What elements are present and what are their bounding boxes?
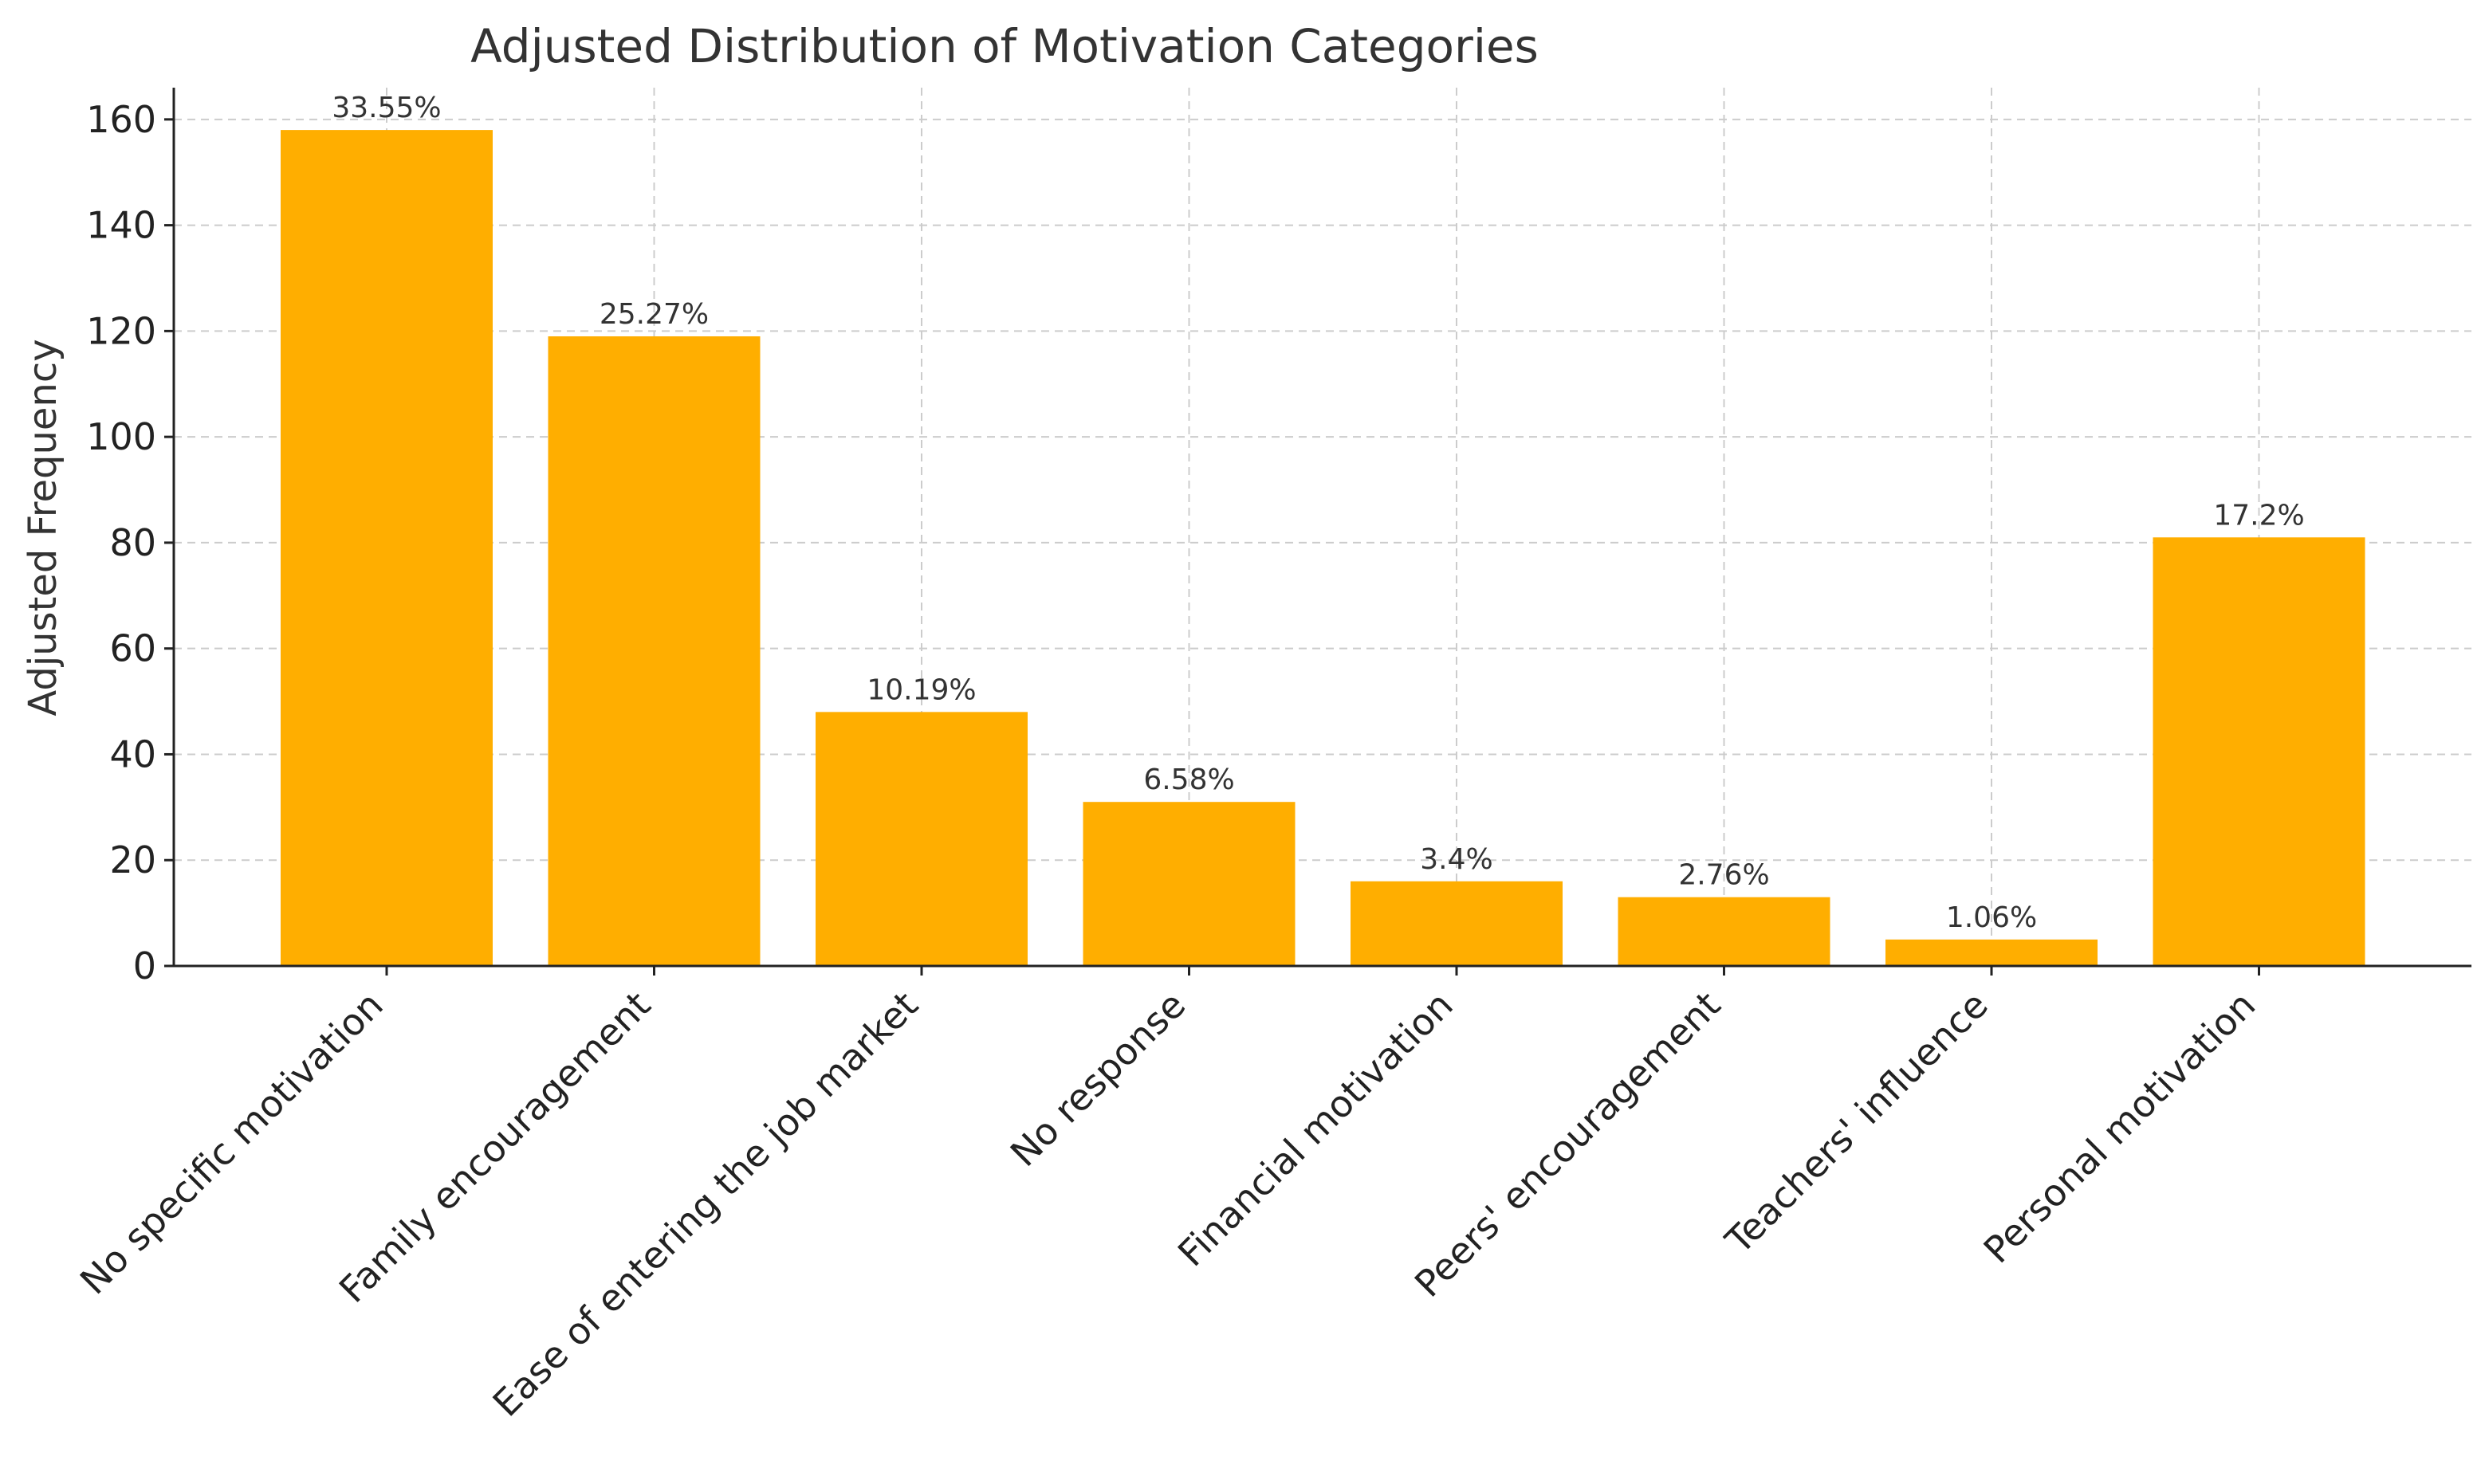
axis-layer <box>164 88 2471 976</box>
y-tick-label: 140 <box>86 204 156 247</box>
data-label: 25.27% <box>600 298 709 331</box>
bar <box>548 336 761 966</box>
bar <box>1618 897 1830 966</box>
bar <box>281 130 493 967</box>
y-tick-label: 120 <box>86 309 156 352</box>
y-axis-label: Adjusted Frequency <box>21 339 65 716</box>
data-label: 3.4% <box>1420 843 1492 876</box>
y-tick-label: 60 <box>109 627 156 670</box>
y-tick-label: 80 <box>109 521 156 564</box>
y-tick-label: 0 <box>133 944 156 987</box>
bar <box>1083 802 1296 966</box>
y-tick-label: 160 <box>86 98 156 141</box>
data-label: 6.58% <box>1143 764 1234 796</box>
x-tick-label: Teachers' influence <box>1716 983 1996 1263</box>
x-tick-label: Personal motivation <box>1976 983 2264 1272</box>
bar-layer <box>281 130 2365 967</box>
x-tick-label: No specific motivation <box>72 983 391 1303</box>
x-tick-label: Financial motivation <box>1170 983 1461 1275</box>
x-tick-label: No response <box>1002 983 1193 1175</box>
data-label: 1.06% <box>1946 901 2037 934</box>
x-tick-label: Family encouragement <box>331 983 659 1311</box>
data-label: 33.55% <box>332 92 441 124</box>
bar <box>1885 939 2098 966</box>
data-label: 2.76% <box>1678 859 1769 892</box>
y-tick-label: 20 <box>109 838 156 881</box>
bar <box>816 712 1028 966</box>
y-tick-label: 100 <box>86 415 156 458</box>
x-tick-label: Peers' encouragement <box>1406 983 1728 1305</box>
data-label: 10.19% <box>867 673 976 706</box>
data-label: 17.2% <box>2213 499 2304 532</box>
chart-title: Adjusted Distribution of Motivation Cate… <box>470 19 1539 73</box>
y-tick-label: 40 <box>109 732 156 775</box>
bar <box>1351 881 1563 966</box>
x-tick-label: Ease of entering the job market <box>485 983 926 1425</box>
bar <box>2153 537 2365 966</box>
grid-layer <box>174 88 2471 966</box>
